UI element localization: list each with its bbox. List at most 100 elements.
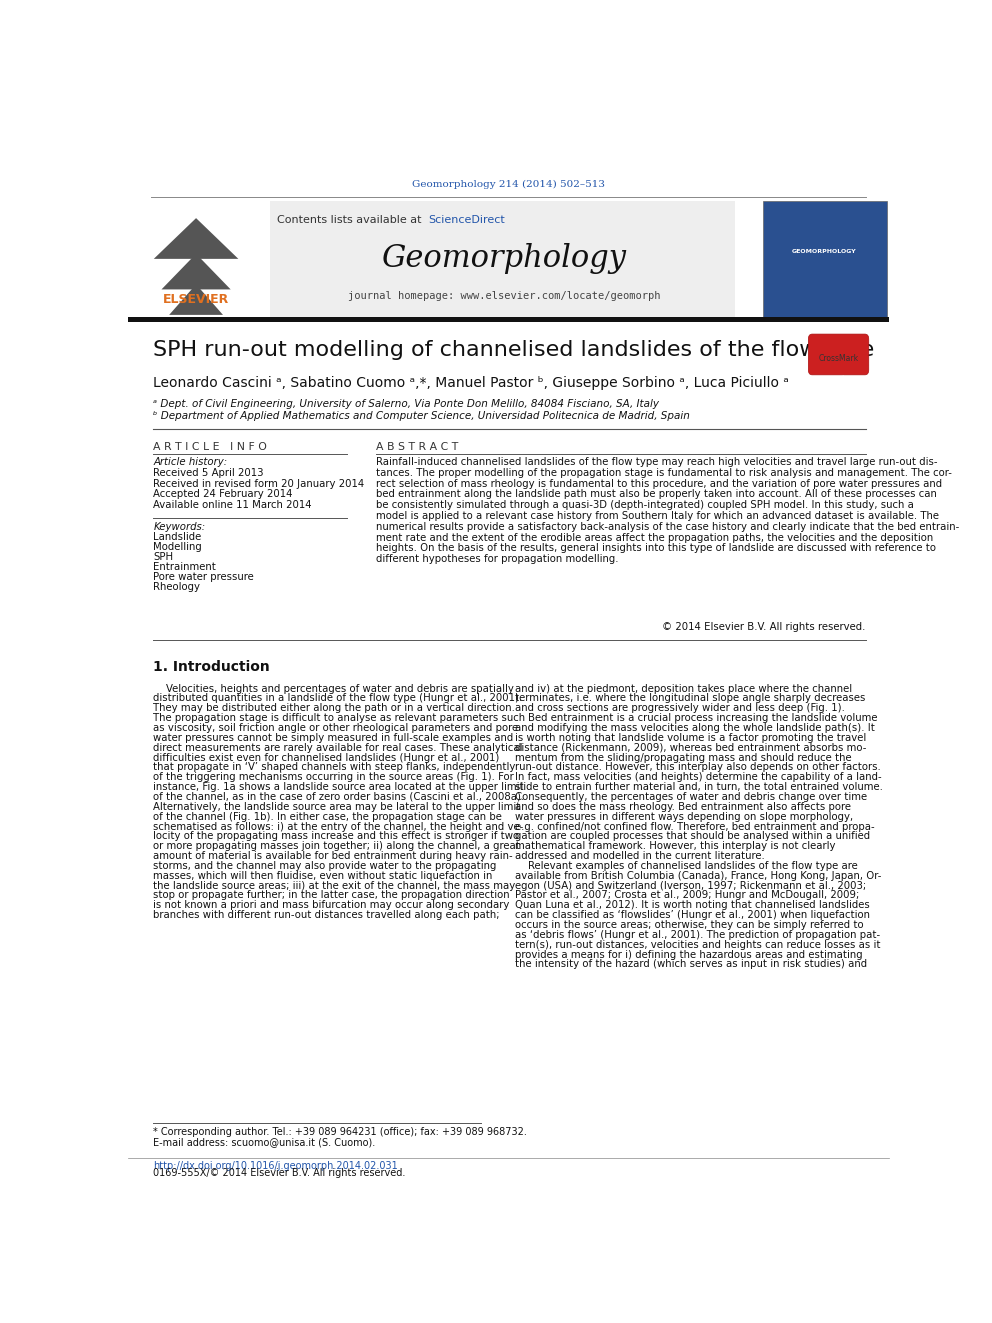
- Text: ELSEVIER: ELSEVIER: [163, 294, 229, 306]
- Text: mentum from the sliding/propagating mass and should reduce the: mentum from the sliding/propagating mass…: [516, 753, 852, 762]
- Text: the landslide source areas; iii) at the exit of the channel, the mass may: the landslide source areas; iii) at the …: [154, 881, 516, 890]
- Text: ment rate and the extent of the erodible areas affect the propagation paths, the: ment rate and the extent of the erodible…: [376, 533, 933, 542]
- FancyBboxPatch shape: [191, 278, 200, 284]
- Text: Consequently, the percentages of water and debris change over time: Consequently, the percentages of water a…: [516, 792, 867, 802]
- Text: water pressures cannot be simply measured in full-scale examples and: water pressures cannot be simply measure…: [154, 733, 514, 742]
- FancyBboxPatch shape: [154, 201, 735, 316]
- Text: slide to entrain further material and, in turn, the total entrained volume.: slide to entrain further material and, i…: [516, 782, 883, 792]
- Polygon shape: [162, 254, 231, 290]
- Polygon shape: [154, 218, 238, 259]
- Text: instance, Fig. 1a shows a landslide source area located at the upper limit: instance, Fig. 1a shows a landslide sour…: [154, 782, 524, 792]
- Text: of the channel (Fig. 1b). In either case, the propagation stage can be: of the channel (Fig. 1b). In either case…: [154, 811, 502, 822]
- Text: or more propagating masses join together; ii) along the channel, a great: or more propagating masses join together…: [154, 841, 521, 851]
- Text: journal homepage: www.elsevier.com/locate/geomorph: journal homepage: www.elsevier.com/locat…: [347, 291, 660, 300]
- Text: They may be distributed either along the path or in a vertical direction.: They may be distributed either along the…: [154, 704, 515, 713]
- Text: be consistently simulated through a quasi-3D (depth-integrated) coupled SPH mode: be consistently simulated through a quas…: [376, 500, 914, 511]
- Text: Pore water pressure: Pore water pressure: [154, 572, 254, 582]
- Text: storms, and the channel may also provide water to the propagating: storms, and the channel may also provide…: [154, 861, 497, 871]
- Text: schematised as follows: i) at the entry of the channel, the height and ve-: schematised as follows: i) at the entry …: [154, 822, 524, 831]
- Text: In fact, mass velocities (and heights) determine the capability of a land-: In fact, mass velocities (and heights) d…: [516, 773, 882, 782]
- Text: difficulties exist even for channelised landslides (Hungr et al., 2001): difficulties exist even for channelised …: [154, 753, 500, 762]
- Text: egon (USA) and Switzerland (Iverson, 1997; Rickenmann et al., 2003;: egon (USA) and Switzerland (Iverson, 199…: [516, 881, 866, 890]
- Text: CrossMark: CrossMark: [818, 353, 859, 363]
- Text: bed entrainment along the landslide path must also be properly taken into accoun: bed entrainment along the landslide path…: [376, 490, 936, 500]
- Text: The propagation stage is difficult to analyse as relevant parameters such: The propagation stage is difficult to an…: [154, 713, 526, 724]
- Text: model is applied to a relevant case history from Southern Italy for which an adv: model is applied to a relevant case hist…: [376, 511, 938, 521]
- Text: run-out distance. However, this interplay also depends on other factors.: run-out distance. However, this interpla…: [516, 762, 881, 773]
- Text: Alternatively, the landslide source area may be lateral to the upper limit: Alternatively, the landslide source area…: [154, 802, 521, 812]
- Text: as ‘debris flows’ (Hungr et al., 2001). The prediction of propagation pat-: as ‘debris flows’ (Hungr et al., 2001). …: [516, 930, 881, 939]
- Text: SPH: SPH: [154, 552, 174, 562]
- Text: gation are coupled processes that should be analysed within a unified: gation are coupled processes that should…: [516, 831, 871, 841]
- Text: tances. The proper modelling of the propagation stage is fundamental to risk ana: tances. The proper modelling of the prop…: [376, 468, 951, 478]
- Text: as viscosity, soil friction angle or other rheological parameters and pore: as viscosity, soil friction angle or oth…: [154, 722, 519, 733]
- Text: distance (Rickenmann, 2009), whereas bed entrainment absorbs mo-: distance (Rickenmann, 2009), whereas bed…: [516, 742, 867, 753]
- Text: and modifying the mass velocities along the whole landslide path(s). It: and modifying the mass velocities along …: [516, 722, 875, 733]
- Text: stop or propagate further; in the latter case, the propagation direction: stop or propagate further; in the latter…: [154, 890, 510, 901]
- Text: locity of the propagating mass increase and this effect is stronger if two: locity of the propagating mass increase …: [154, 831, 520, 841]
- Text: rect selection of mass rheology is fundamental to this procedure, and the variat: rect selection of mass rheology is funda…: [376, 479, 942, 488]
- Text: Modelling: Modelling: [154, 542, 202, 552]
- Text: the intensity of the hazard (which serves as input in risk studies) and: the intensity of the hazard (which serve…: [516, 959, 867, 970]
- Text: * Corresponding author. Tel.: +39 089 964231 (office); fax: +39 089 968732.: * Corresponding author. Tel.: +39 089 96…: [154, 1127, 528, 1136]
- Text: e.g. confined/not confined flow. Therefore, bed entrainment and propa-: e.g. confined/not confined flow. Therefo…: [516, 822, 875, 831]
- Text: of the channel, as in the case of zero order basins (Cascini et al., 2008a).: of the channel, as in the case of zero o…: [154, 792, 525, 802]
- Text: Accepted 24 February 2014: Accepted 24 February 2014: [154, 490, 293, 500]
- Text: occurs in the source areas; otherwise, they can be simply referred to: occurs in the source areas; otherwise, t…: [516, 919, 864, 930]
- Text: Rheology: Rheology: [154, 582, 200, 591]
- Text: Entrainment: Entrainment: [154, 562, 216, 572]
- Text: different hypotheses for propagation modelling.: different hypotheses for propagation mod…: [376, 554, 618, 564]
- Text: can be classified as ‘flowslides’ (Hungr et al., 2001) when liquefaction: can be classified as ‘flowslides’ (Hungr…: [516, 910, 870, 921]
- Text: Bed entrainment is a crucial process increasing the landslide volume: Bed entrainment is a crucial process inc…: [516, 713, 878, 724]
- Text: available from British Columbia (Canada), France, Hong Kong, Japan, Or-: available from British Columbia (Canada)…: [516, 871, 882, 881]
- Text: ᵃ Dept. of Civil Engineering, University of Salerno, Via Ponte Don Melillo, 8408: ᵃ Dept. of Civil Engineering, University…: [154, 398, 660, 409]
- Text: A B S T R A C T: A B S T R A C T: [376, 442, 458, 451]
- Text: Rainfall-induced channelised landslides of the flow type may reach high velociti: Rainfall-induced channelised landslides …: [376, 458, 937, 467]
- FancyBboxPatch shape: [763, 201, 887, 316]
- Text: terminates, i.e. where the longitudinal slope angle sharply decreases: terminates, i.e. where the longitudinal …: [516, 693, 866, 704]
- Text: masses, which will then fluidise, even without static liquefaction in: masses, which will then fluidise, even w…: [154, 871, 493, 881]
- Text: branches with different run-out distances travelled along each path;: branches with different run-out distance…: [154, 910, 500, 921]
- Text: © 2014 Elsevier B.V. All rights reserved.: © 2014 Elsevier B.V. All rights reserved…: [663, 622, 866, 632]
- Text: Landslide: Landslide: [154, 532, 201, 542]
- Text: SPH run-out modelling of channelised landslides of the flow type: SPH run-out modelling of channelised lan…: [154, 340, 875, 360]
- Text: Relevant examples of channelised landslides of the flow type are: Relevant examples of channelised landsli…: [516, 861, 858, 871]
- Text: mathematical framework. However, this interplay is not clearly: mathematical framework. However, this in…: [516, 841, 836, 851]
- Text: of the triggering mechanisms occurring in the source areas (Fig. 1). For: of the triggering mechanisms occurring i…: [154, 773, 514, 782]
- Text: 0169-555X/© 2014 Elsevier B.V. All rights reserved.: 0169-555X/© 2014 Elsevier B.V. All right…: [154, 1168, 406, 1177]
- Text: Geomorphology: Geomorphology: [381, 243, 626, 274]
- Text: Quan Luna et al., 2012). It is worth noting that channelised landslides: Quan Luna et al., 2012). It is worth not…: [516, 901, 870, 910]
- Bar: [128, 316, 889, 321]
- Text: distributed quantities in a landslide of the flow type (Hungr et al., 2001).: distributed quantities in a landslide of…: [154, 693, 523, 704]
- Text: amount of material is available for bed entrainment during heavy rain-: amount of material is available for bed …: [154, 851, 513, 861]
- Text: Received in revised form 20 January 2014: Received in revised form 20 January 2014: [154, 479, 365, 488]
- Text: heights. On the basis of the results, general insights into this type of landsli: heights. On the basis of the results, ge…: [376, 544, 935, 553]
- Text: GEOMORPHOLOGY: GEOMORPHOLOGY: [793, 249, 857, 254]
- Text: Pastor et al., 2007; Crosta et al., 2009; Hungr and McDougall, 2009;: Pastor et al., 2007; Crosta et al., 2009…: [516, 890, 860, 901]
- Text: tern(s), run-out distances, velocities and heights can reduce losses as it: tern(s), run-out distances, velocities a…: [516, 939, 881, 950]
- Text: Article history:: Article history:: [154, 458, 227, 467]
- Text: direct measurements are rarely available for real cases. These analytical: direct measurements are rarely available…: [154, 742, 523, 753]
- Text: addressed and modelled in the current literature.: addressed and modelled in the current li…: [516, 851, 765, 861]
- Text: 1. Introduction: 1. Introduction: [154, 660, 270, 673]
- Text: is not known a priori and mass bifurcation may occur along secondary: is not known a priori and mass bifurcati…: [154, 901, 510, 910]
- Text: Leonardo Cascini ᵃ, Sabatino Cuomo ᵃ,*, Manuel Pastor ᵇ, Giuseppe Sorbino ᵃ, Luc: Leonardo Cascini ᵃ, Sabatino Cuomo ᵃ,*, …: [154, 376, 790, 390]
- Text: Keywords:: Keywords:: [154, 521, 205, 532]
- Text: E-mail address: scuomo@unisa.it (S. Cuomo).: E-mail address: scuomo@unisa.it (S. Cuom…: [154, 1136, 376, 1147]
- Text: A R T I C L E   I N F O: A R T I C L E I N F O: [154, 442, 267, 451]
- Text: http://dx.doi.org/10.1016/j.geomorph.2014.02.031: http://dx.doi.org/10.1016/j.geomorph.201…: [154, 1160, 398, 1171]
- Text: numerical results provide a satisfactory back-analysis of the case history and c: numerical results provide a satisfactory…: [376, 521, 959, 532]
- Text: Contents lists available at: Contents lists available at: [277, 216, 425, 225]
- Text: provides a means for i) defining the hazardous areas and estimating: provides a means for i) defining the haz…: [516, 950, 863, 959]
- Text: Received 5 April 2013: Received 5 April 2013: [154, 468, 264, 478]
- Text: is worth noting that landslide volume is a factor promoting the travel: is worth noting that landslide volume is…: [516, 733, 867, 742]
- Text: Available online 11 March 2014: Available online 11 March 2014: [154, 500, 312, 511]
- Text: ScienceDirect: ScienceDirect: [428, 216, 505, 225]
- Text: ✓: ✓: [831, 372, 846, 390]
- Polygon shape: [170, 284, 223, 315]
- FancyBboxPatch shape: [128, 201, 270, 316]
- Text: that propagate in ‘V’ shaped channels with steep flanks, independently: that propagate in ‘V’ shaped channels wi…: [154, 762, 516, 773]
- Text: Velocities, heights and percentages of water and debris are spatially: Velocities, heights and percentages of w…: [154, 684, 514, 693]
- FancyBboxPatch shape: [808, 335, 869, 374]
- Text: ᵇ Department of Applied Mathematics and Computer Science, Universidad Politecnic: ᵇ Department of Applied Mathematics and …: [154, 411, 690, 421]
